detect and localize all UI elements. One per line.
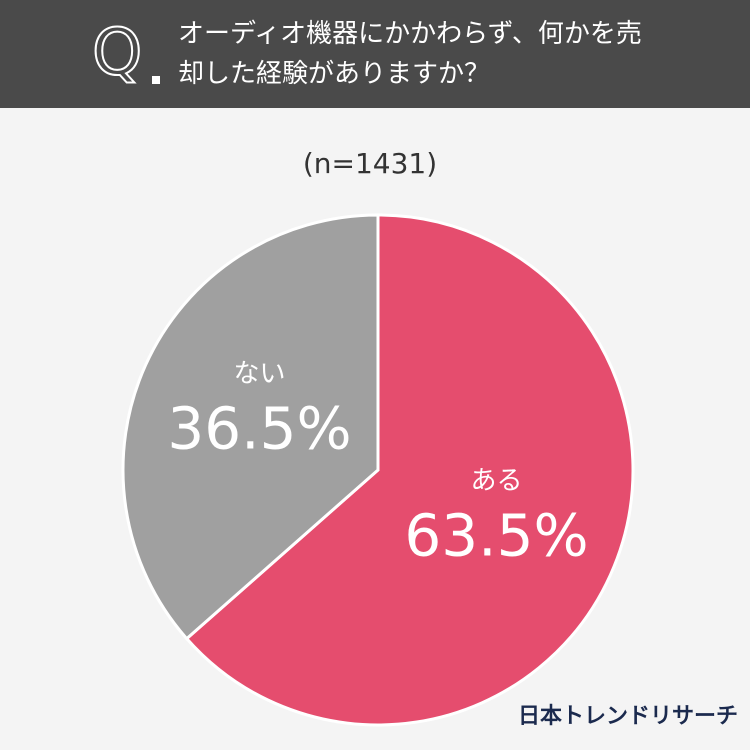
slice-label: ない — [234, 359, 286, 389]
header: Q オーディオ機器にかかわらず、何かを売却した経験がありますか？ — [0, 0, 750, 108]
slice-label: ある — [470, 466, 522, 496]
value-label: 63.5% — [404, 502, 588, 570]
question-dot — [152, 76, 160, 84]
source: 日本トレンドリサーチ — [518, 704, 738, 729]
question-mark: Q — [91, 15, 143, 91]
value-label: 36.5% — [167, 395, 351, 463]
subtitle: (n=1431) — [303, 147, 437, 180]
pie-slice — [121, 213, 380, 641]
chart-title: オーディオ機器にかかわらず、何かを売却した経験がありますか？ — [178, 19, 642, 89]
pie-slice — [184, 213, 635, 727]
